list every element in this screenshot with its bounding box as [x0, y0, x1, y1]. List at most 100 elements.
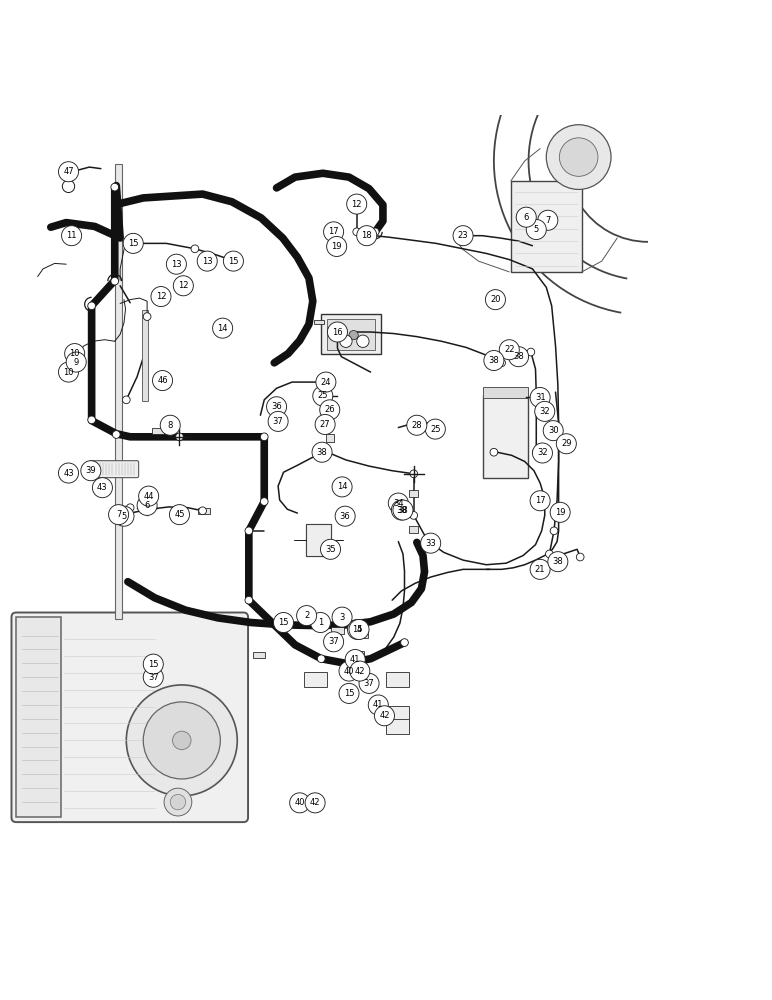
Circle shape — [144, 667, 164, 687]
Text: 46: 46 — [157, 376, 168, 385]
Circle shape — [144, 313, 151, 320]
Circle shape — [339, 661, 359, 681]
Text: 7: 7 — [545, 216, 550, 225]
Text: 40: 40 — [294, 798, 305, 807]
Circle shape — [530, 387, 550, 408]
Text: 5: 5 — [533, 225, 539, 234]
Text: 38: 38 — [489, 356, 499, 365]
Text: 1: 1 — [318, 618, 323, 627]
Text: 42: 42 — [310, 798, 320, 807]
FancyBboxPatch shape — [198, 508, 210, 514]
Text: 2: 2 — [304, 611, 310, 620]
FancyBboxPatch shape — [483, 395, 528, 478]
Circle shape — [124, 233, 144, 253]
Circle shape — [310, 613, 330, 633]
Circle shape — [317, 655, 325, 663]
Circle shape — [59, 362, 79, 382]
Text: 22: 22 — [504, 345, 515, 354]
Text: 6: 6 — [144, 501, 150, 510]
Text: 38: 38 — [396, 506, 407, 515]
Text: 37: 37 — [328, 637, 339, 646]
Circle shape — [359, 673, 379, 693]
Text: 34: 34 — [393, 499, 404, 508]
Circle shape — [161, 415, 180, 435]
Circle shape — [312, 442, 332, 462]
Circle shape — [533, 448, 540, 456]
Circle shape — [266, 397, 286, 417]
Text: 19: 19 — [331, 242, 342, 251]
Circle shape — [484, 351, 504, 371]
Text: 37: 37 — [148, 673, 159, 682]
Circle shape — [550, 527, 558, 535]
Circle shape — [538, 210, 558, 230]
FancyBboxPatch shape — [327, 319, 375, 350]
Circle shape — [498, 359, 506, 367]
FancyBboxPatch shape — [330, 627, 344, 634]
Circle shape — [260, 498, 268, 505]
Circle shape — [81, 461, 101, 481]
Circle shape — [320, 539, 340, 559]
Circle shape — [421, 533, 441, 553]
Circle shape — [335, 506, 355, 526]
Circle shape — [93, 478, 113, 498]
Circle shape — [88, 416, 96, 424]
Circle shape — [109, 505, 129, 525]
Circle shape — [197, 251, 217, 271]
Text: 24: 24 — [320, 378, 331, 387]
Text: 15: 15 — [278, 618, 289, 627]
Circle shape — [345, 649, 365, 670]
Text: 32: 32 — [540, 407, 550, 416]
Circle shape — [393, 500, 413, 520]
Text: 10: 10 — [69, 349, 80, 358]
Circle shape — [66, 352, 86, 372]
Circle shape — [320, 400, 340, 420]
Circle shape — [388, 493, 408, 513]
Circle shape — [327, 236, 347, 256]
Circle shape — [305, 793, 325, 813]
Circle shape — [547, 125, 611, 189]
Circle shape — [315, 414, 335, 434]
Circle shape — [63, 180, 75, 193]
Circle shape — [410, 512, 418, 519]
FancyBboxPatch shape — [354, 631, 367, 638]
Circle shape — [323, 421, 331, 428]
Text: 15: 15 — [128, 239, 138, 248]
Circle shape — [144, 654, 164, 674]
Text: 17: 17 — [535, 496, 546, 505]
Circle shape — [59, 162, 79, 182]
Circle shape — [368, 695, 388, 715]
Text: 7: 7 — [116, 510, 121, 519]
Circle shape — [111, 277, 119, 285]
Text: 8: 8 — [168, 421, 173, 430]
Circle shape — [543, 421, 564, 441]
Circle shape — [332, 607, 352, 627]
Circle shape — [401, 639, 408, 646]
FancyBboxPatch shape — [90, 462, 137, 476]
Circle shape — [127, 504, 134, 512]
Circle shape — [232, 258, 240, 266]
Circle shape — [296, 606, 317, 626]
Text: 13: 13 — [171, 260, 181, 269]
Text: 6: 6 — [523, 213, 529, 222]
Circle shape — [410, 470, 418, 478]
Text: 38: 38 — [317, 448, 327, 457]
Circle shape — [557, 434, 577, 454]
FancyBboxPatch shape — [386, 706, 409, 721]
Circle shape — [316, 372, 336, 392]
Circle shape — [245, 596, 252, 604]
Circle shape — [350, 661, 370, 681]
Circle shape — [170, 505, 189, 525]
Text: 25: 25 — [430, 425, 441, 434]
Circle shape — [111, 183, 119, 191]
FancyBboxPatch shape — [386, 672, 409, 687]
Text: 33: 33 — [425, 539, 436, 548]
Circle shape — [144, 702, 220, 779]
Circle shape — [65, 344, 85, 364]
FancyBboxPatch shape — [386, 719, 409, 734]
Text: 12: 12 — [156, 292, 166, 301]
FancyBboxPatch shape — [152, 428, 164, 434]
Circle shape — [347, 194, 367, 214]
Text: 38: 38 — [398, 506, 408, 515]
Circle shape — [516, 207, 537, 227]
Text: 15: 15 — [229, 257, 239, 266]
